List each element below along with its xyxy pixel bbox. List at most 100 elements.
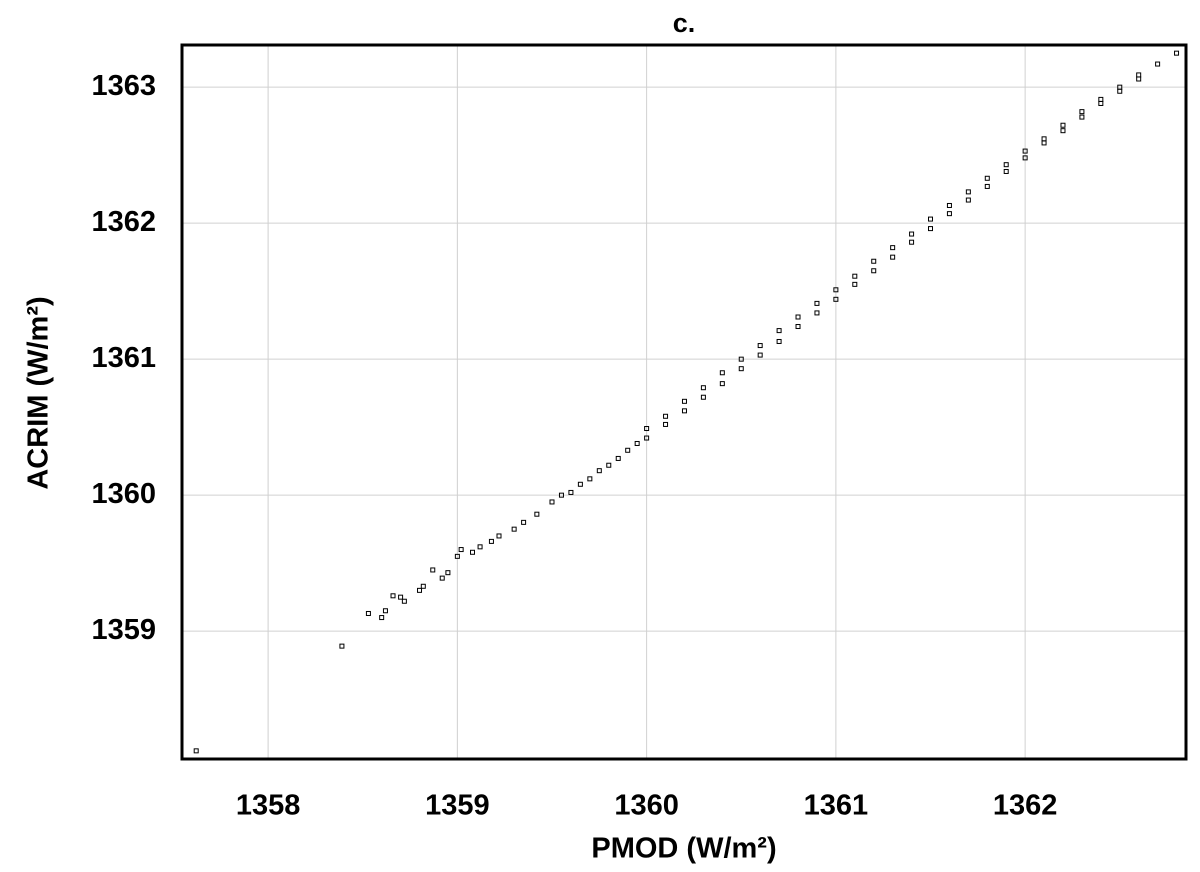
point: [458, 547, 464, 553]
point: [1098, 96, 1104, 102]
point: [439, 575, 445, 581]
point: [719, 370, 725, 376]
point: [1136, 72, 1142, 78]
point: [909, 231, 915, 237]
point: [681, 408, 687, 414]
point: [890, 254, 896, 260]
point: [1060, 122, 1066, 128]
x-tick-label: 1359: [425, 790, 490, 822]
point: [757, 352, 763, 358]
point: [1022, 148, 1028, 154]
point: [401, 598, 407, 604]
x-tick-label: 1360: [614, 790, 679, 822]
y-tick-label: 1360: [91, 478, 156, 510]
point: [644, 435, 650, 441]
point: [1060, 128, 1066, 134]
y-tick-label: 1363: [91, 70, 156, 102]
point: [445, 570, 451, 576]
x-axis-label: PMOD (W/m²): [591, 833, 776, 865]
point: [757, 343, 763, 349]
point: [663, 413, 669, 419]
point: [1117, 84, 1123, 90]
point: [890, 245, 896, 251]
point: [558, 492, 564, 498]
point: [852, 281, 858, 287]
point: [339, 643, 345, 649]
point: [946, 202, 952, 208]
point: [833, 287, 839, 293]
point: [549, 499, 555, 505]
point: [379, 615, 385, 621]
point: [193, 748, 199, 754]
point: [477, 544, 483, 550]
y-tick-label: 1359: [91, 614, 156, 646]
chart-title: c.: [673, 8, 696, 38]
point: [909, 239, 915, 245]
point: [420, 583, 426, 589]
point: [587, 476, 593, 482]
point: [634, 440, 640, 446]
point: [852, 273, 858, 279]
point: [871, 268, 877, 274]
plot-frame: [180, 43, 1188, 761]
point: [700, 385, 706, 391]
point: [928, 226, 934, 232]
point: [871, 258, 877, 264]
point: [625, 447, 631, 453]
point: [390, 593, 396, 599]
point: [984, 183, 990, 189]
point: [681, 398, 687, 404]
point: [738, 356, 744, 362]
point: [833, 296, 839, 302]
point: [719, 381, 725, 387]
point: [496, 533, 502, 539]
point: [928, 216, 934, 222]
y-tick-label: 1362: [91, 206, 156, 238]
point: [1155, 61, 1161, 67]
point: [644, 426, 650, 432]
point: [596, 468, 602, 474]
point: [382, 608, 388, 614]
point: [700, 394, 706, 400]
point: [1041, 140, 1047, 146]
point: [1098, 100, 1104, 106]
point: [984, 175, 990, 181]
point: [965, 197, 971, 203]
x-tick-label: 1362: [993, 790, 1058, 822]
point: [965, 189, 971, 195]
point: [1079, 114, 1085, 120]
point: [534, 511, 540, 517]
point: [776, 338, 782, 344]
point: [568, 489, 574, 495]
point: [814, 310, 820, 316]
point: [398, 594, 404, 600]
point: [454, 553, 460, 559]
point: [577, 481, 583, 487]
point: [1079, 109, 1085, 115]
point: [488, 538, 494, 544]
point: [795, 324, 801, 330]
point: [814, 300, 820, 306]
point: [663, 421, 669, 427]
point: [1136, 76, 1142, 82]
point: [1117, 88, 1123, 94]
point: [365, 610, 371, 616]
point: [606, 462, 612, 468]
y-tick-label: 1361: [91, 342, 156, 374]
point: [470, 549, 476, 555]
point: [511, 526, 517, 532]
point: [738, 366, 744, 372]
point: [1003, 168, 1009, 174]
point: [1003, 162, 1009, 168]
point: [946, 211, 952, 217]
point: [776, 328, 782, 334]
point: [1041, 136, 1047, 142]
point: [795, 314, 801, 320]
y-axis-label: ACRIM (W/m²): [23, 296, 55, 489]
point: [417, 587, 423, 593]
point: [430, 567, 436, 573]
point: [521, 519, 527, 525]
point: [1022, 155, 1028, 161]
